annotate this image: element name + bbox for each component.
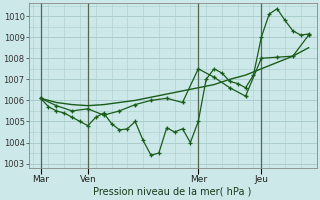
X-axis label: Pression niveau de la mer( hPa ): Pression niveau de la mer( hPa ) xyxy=(93,187,252,197)
